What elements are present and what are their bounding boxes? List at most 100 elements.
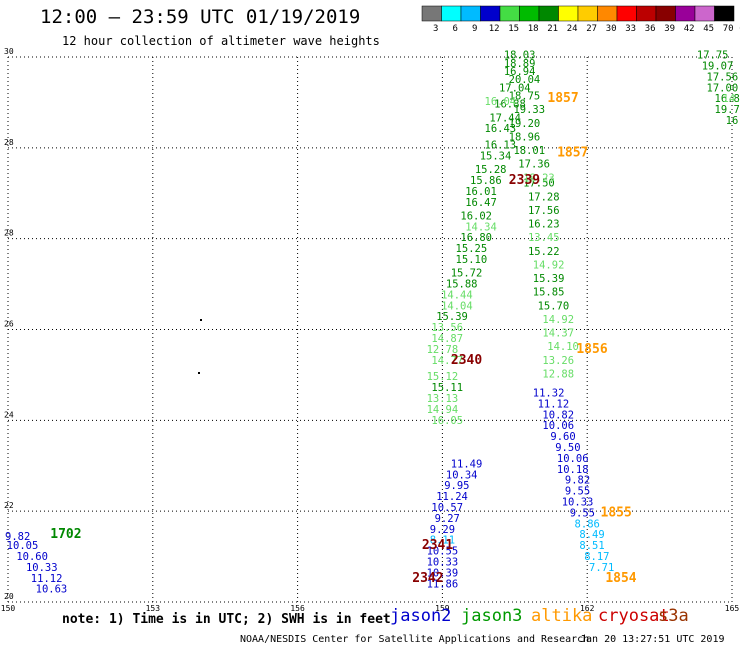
mission-jason2: jason2 bbox=[390, 606, 452, 626]
pass-id-label: 2342 bbox=[412, 571, 443, 586]
color-tick-label: 18 bbox=[528, 24, 539, 34]
wave-height-label: 13.13 bbox=[427, 393, 459, 405]
wave-height-label: 15.25 bbox=[456, 243, 488, 255]
wave-height-label: 15.88 bbox=[446, 279, 478, 291]
wave-height-label: 15.10 bbox=[456, 254, 488, 266]
wave-height-label: 15.22 bbox=[528, 246, 560, 258]
color-tick-label: 33 bbox=[625, 24, 636, 34]
color-tick-label: 36 bbox=[645, 24, 656, 34]
wave-height-label: 18.01 bbox=[513, 145, 545, 157]
wave-height-label: 8.51 bbox=[579, 540, 604, 552]
wave-height-label: 18.75 bbox=[509, 91, 541, 103]
wave-height-label: 17.00 bbox=[707, 82, 739, 94]
mission-altika: altika bbox=[531, 606, 593, 626]
wave-height-label: 9.60 bbox=[550, 431, 575, 443]
wave-height-label: 16.47 bbox=[465, 197, 497, 209]
chart-title: 12:00 – 23:59 UTC 01/19/2019 bbox=[40, 6, 361, 28]
wave-height-label: 17.44 bbox=[489, 112, 521, 124]
wave-height-label: 14.10 bbox=[547, 341, 579, 353]
wave-height-label: 19.07 bbox=[702, 61, 734, 73]
footer-credit: NOAA/NESDIS Center for Satellite Applica… bbox=[240, 634, 590, 645]
wave-height-label: 15.28 bbox=[475, 164, 507, 176]
wave-height-label: 14.44 bbox=[441, 289, 473, 301]
wave-height-label: 11.49 bbox=[451, 458, 483, 470]
wave-height-label: 11.32 bbox=[533, 388, 565, 400]
wave-height-label: 11.12 bbox=[538, 398, 570, 410]
wave-height-label: 19.7 bbox=[715, 104, 740, 116]
color-tick-label: 3 bbox=[433, 24, 438, 34]
color-tick-label: 15 bbox=[508, 24, 519, 34]
color-tick-label: 30 bbox=[606, 24, 617, 34]
pass-id-label: 1855 bbox=[601, 505, 632, 520]
wave-height-label: 10.05 bbox=[7, 540, 39, 552]
pass-id-label: 1856 bbox=[576, 342, 607, 357]
y-tick-label: 30 bbox=[4, 47, 14, 56]
pass-id-label: 1702 bbox=[50, 527, 81, 542]
wave-height-label: 16.94 bbox=[504, 66, 536, 78]
wave-height-label: 16 bbox=[726, 115, 739, 127]
wave-height-label: 18.89 bbox=[504, 58, 536, 70]
wave-height-label: 13.26 bbox=[542, 355, 574, 367]
color-tick-label: 39 bbox=[664, 24, 675, 34]
wave-height-label: 15.70 bbox=[538, 300, 570, 312]
y-tick-label: 22 bbox=[4, 501, 14, 510]
wave-height-label: 17.28 bbox=[528, 191, 560, 203]
wave-height-label: 14.92 bbox=[542, 314, 574, 326]
wave-height-label: 18.03 bbox=[504, 50, 536, 62]
wave-height-label: 14.94 bbox=[427, 404, 459, 416]
pass-id-label: 1857 bbox=[557, 146, 588, 161]
wave-height-label: 15.85 bbox=[533, 287, 565, 299]
wave-height-label: 8.86 bbox=[575, 518, 600, 530]
wave-height-label: 9.82 bbox=[565, 475, 590, 487]
wave-height-label: 17.75 bbox=[697, 50, 729, 62]
y-tick-label: 26 bbox=[4, 320, 14, 329]
wave-height-label: 16.13 bbox=[485, 140, 517, 152]
wave-height-label: 10.63 bbox=[36, 584, 68, 596]
pass-id-label: 1857 bbox=[547, 91, 578, 106]
mission-jason3: jason3 bbox=[461, 606, 523, 626]
wave-height-label: 7.71 bbox=[589, 562, 614, 574]
wave-height-label: 9.55 bbox=[565, 486, 590, 498]
wave-height-label: 10.39 bbox=[427, 567, 459, 579]
x-tick-label: 150 bbox=[1, 604, 16, 613]
wave-height-label: 10.57 bbox=[431, 502, 463, 514]
wave-height-label: 15.39 bbox=[533, 273, 565, 285]
y-tick-label: 28 bbox=[4, 229, 14, 238]
color-tick-label: 12 bbox=[489, 24, 500, 34]
color-swatch bbox=[714, 5, 735, 22]
wave-height-label: 18.23 bbox=[523, 172, 555, 184]
wave-height-label: 8.17 bbox=[584, 551, 609, 563]
wave-height-label: 14.92 bbox=[533, 259, 565, 271]
wave-height-label: 17.56 bbox=[528, 205, 560, 217]
color-tick-label: 27 bbox=[586, 24, 597, 34]
wave-height-label: 10.55 bbox=[427, 546, 459, 558]
wave-height-label: 16.04 bbox=[485, 96, 517, 108]
wave-height-label: 17.36 bbox=[518, 159, 550, 171]
wave-height-label: 15.39 bbox=[436, 311, 468, 323]
land-dot bbox=[198, 372, 200, 374]
footer-note: note: 1) Time is in UTC; 2) SWH is in fe… bbox=[62, 612, 391, 627]
x-tick-label: 156 bbox=[290, 604, 305, 613]
wave-height-label: 10.18 bbox=[557, 464, 589, 476]
wave-height-label: 8.49 bbox=[579, 529, 604, 541]
chart-subtitle: 12 hour collection of altimeter wave hei… bbox=[62, 34, 380, 48]
wave-height-label: 20.04 bbox=[509, 74, 541, 86]
pass-id-label: 1854 bbox=[605, 571, 636, 586]
wave-height-label: 10.33 bbox=[26, 562, 58, 574]
land-dot bbox=[200, 319, 202, 321]
x-tick-label: 162 bbox=[580, 604, 595, 613]
wave-height-label: 9.95 bbox=[444, 480, 469, 492]
pass-id-label: 2341 bbox=[422, 538, 453, 553]
wave-height-label: 16.80 bbox=[460, 232, 492, 244]
y-tick-label: 20 bbox=[4, 592, 14, 601]
color-tick-label: 45 bbox=[703, 24, 714, 34]
wave-height-label: 14.04 bbox=[441, 300, 473, 312]
wave-height-label: 10.34 bbox=[446, 469, 478, 481]
wave-height-label: 17.50 bbox=[523, 178, 555, 190]
wave-height-label: 14.34 bbox=[465, 221, 497, 233]
pass-id-label: 2340 bbox=[451, 353, 482, 368]
wave-height-label: 15.72 bbox=[451, 268, 483, 280]
wave-height-label: 17.04 bbox=[499, 82, 531, 94]
wave-height-label: 14.77 bbox=[431, 355, 463, 367]
